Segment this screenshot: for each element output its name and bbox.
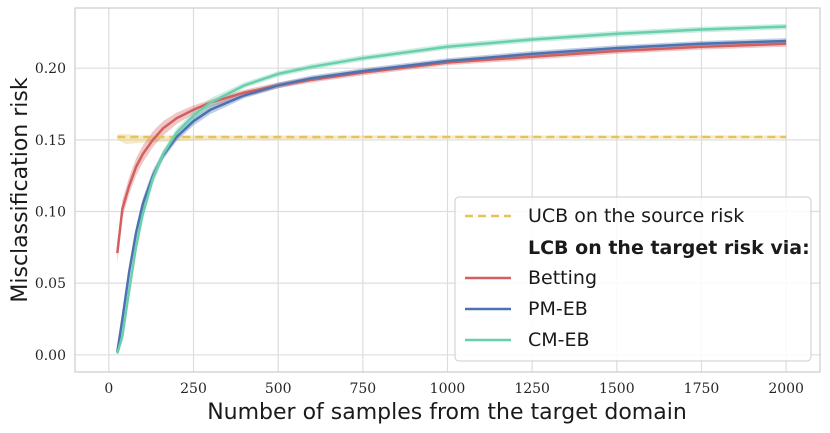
x-axis-label: Number of samples from the target domain (207, 400, 687, 425)
legend: UCB on the source risk LCB on the target… (454, 196, 812, 362)
series-lines (116, 25, 787, 354)
y-tick-label: 0.10 (35, 204, 66, 220)
y-axis-label: Misclassification risk (8, 77, 33, 302)
x-tick-label: 1500 (599, 381, 635, 397)
x-tick-labels: 0 250 500 750 1000 1250 1500 1750 2000 (104, 381, 804, 397)
x-tick-label: 2000 (768, 381, 804, 397)
x-tick-label: 1250 (514, 381, 550, 397)
y-tick-labels: 0.00 0.05 0.10 0.15 0.20 (35, 61, 66, 364)
x-tick-label: 1750 (684, 381, 720, 397)
legend-label-ucb: UCB on the source risk (528, 205, 744, 227)
line-cm-eb (116, 25, 787, 354)
y-tick-label: 0.20 (35, 61, 66, 77)
y-tick-label: 0.00 (35, 348, 66, 364)
x-tick-label: 750 (349, 381, 376, 397)
plot-frame (74, 7, 821, 373)
line-pm-eb (116, 39, 787, 353)
x-tick-label: 1000 (430, 381, 466, 397)
x-tick-label: 0 (104, 381, 113, 397)
legend-label-betting: Betting (528, 267, 597, 289)
legend-heading: LCB on the target risk via: (528, 237, 810, 259)
x-tick-label: 250 (180, 381, 207, 397)
legend-label-cm-eb: CM-EB (528, 329, 590, 351)
x-tick-label: 500 (265, 381, 292, 397)
y-tick-label: 0.15 (35, 133, 66, 149)
legend-label-pm-eb: PM-EB (528, 298, 588, 320)
y-tick-label: 0.05 (35, 276, 66, 292)
legend-frame (454, 196, 812, 362)
